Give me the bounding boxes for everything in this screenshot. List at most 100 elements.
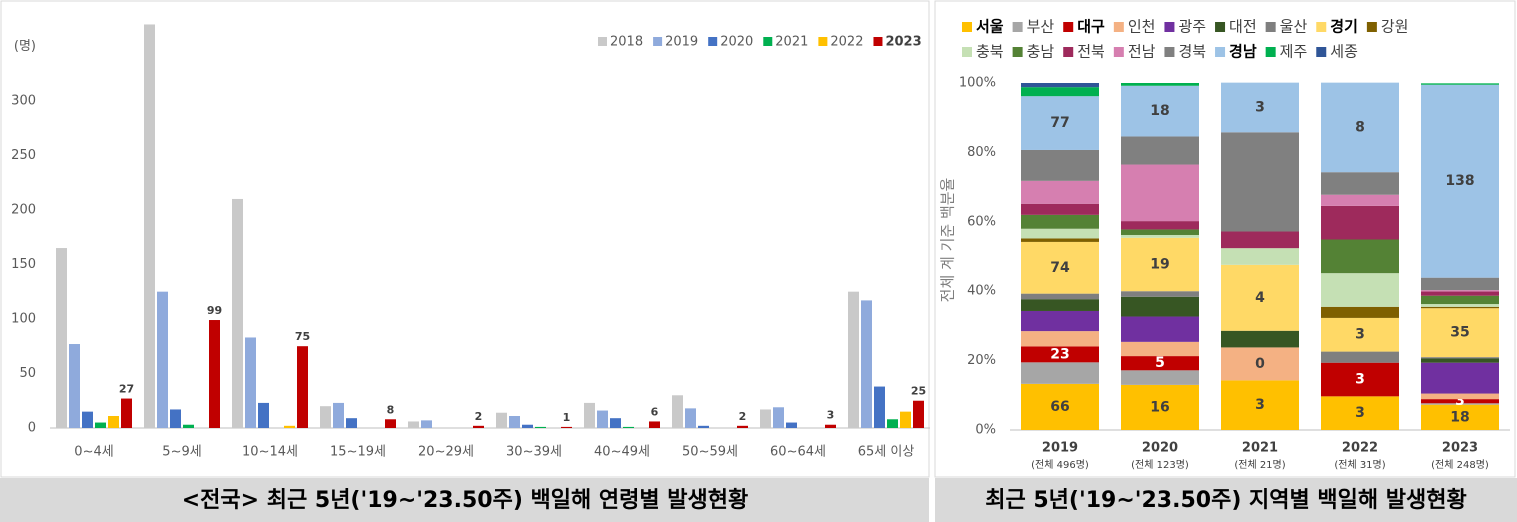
bar [861, 300, 872, 428]
legend-swatch [962, 47, 972, 57]
bar-segment [1121, 83, 1199, 86]
x-tick-sublabel: (전체 248명) [1431, 459, 1489, 471]
y-tick-label: 40% [967, 284, 996, 299]
bar [297, 346, 308, 428]
bar-segment [1021, 310, 1099, 332]
bar-segment [1121, 221, 1199, 230]
bar [258, 402, 269, 428]
bar-segment [1421, 304, 1499, 307]
bar [82, 411, 93, 428]
bar [408, 421, 419, 428]
y-tick-label: 100% [959, 76, 996, 91]
bar-segment [1421, 399, 1499, 404]
bar [346, 418, 357, 428]
bar [623, 426, 634, 428]
bar-segment [1121, 164, 1199, 222]
legend-label: 경북 [1178, 43, 1206, 61]
legend-label: 경남 [1229, 43, 1257, 61]
bar [913, 400, 924, 428]
bar-segment [1021, 346, 1099, 363]
data-label: 0 [1255, 356, 1265, 372]
legend-label: 인천 [1128, 18, 1156, 36]
bar-segment [1021, 180, 1099, 204]
bar-segment [1021, 214, 1099, 229]
legend-label: 대전 [1229, 18, 1257, 36]
legend-label: 충북 [976, 43, 1004, 61]
y-axis-label: 전체 계 기준 백분율 [939, 178, 957, 303]
legend-label: 전북 [1077, 43, 1105, 61]
bar [535, 426, 546, 428]
y-tick-label: 150 [11, 257, 36, 272]
right-caption: 최근 5년('19~'23.50주) 지역별 백일해 발생현황 [985, 488, 1467, 513]
data-label: 23 [1050, 346, 1069, 362]
x-tick-label: 60~64세 [770, 445, 826, 460]
bar [108, 416, 119, 428]
bar-segment [1121, 229, 1199, 235]
data-label: 2 [475, 410, 483, 423]
x-tick-label: 40~49세 [594, 445, 650, 460]
legend-swatch [818, 37, 828, 46]
bar [333, 402, 344, 428]
legend-label: 2019 [665, 35, 698, 50]
bar [887, 419, 898, 428]
bar-segment [1021, 203, 1099, 215]
bar-segment [1221, 231, 1299, 249]
legend-label: 전남 [1128, 43, 1156, 61]
bar [232, 198, 243, 428]
legend-swatch [1113, 47, 1124, 57]
bar-segment [1421, 290, 1499, 292]
data-label: 18 [1150, 103, 1169, 119]
data-label: 8 [1355, 119, 1365, 135]
legend-swatch [873, 37, 883, 46]
bar-segment [1321, 82, 1399, 173]
bar [737, 425, 748, 428]
bar [69, 344, 80, 428]
legend-swatch [1063, 22, 1074, 32]
bar-segment [1021, 83, 1099, 88]
x-tick-sublabel: (전체 31명) [1334, 459, 1385, 471]
bar-segment [1021, 87, 1099, 97]
legend-swatch [1164, 47, 1175, 57]
bar [825, 424, 836, 428]
data-label: 1 [563, 411, 571, 424]
data-label: 3 [1355, 372, 1365, 388]
x-tick-label: 2020 [1142, 441, 1178, 456]
bar-segment [1021, 238, 1099, 242]
bar-segment [1221, 264, 1299, 331]
data-label: 18 [1450, 409, 1469, 425]
legend-label: 경기 [1330, 18, 1358, 36]
bar-segment [1421, 308, 1499, 358]
bar-segment [1421, 291, 1499, 296]
x-tick-label: 0~4세 [74, 445, 113, 460]
x-tick-label: 30~39세 [506, 445, 562, 460]
bar-segment [1221, 347, 1299, 381]
legend-label: 충남 [1027, 43, 1055, 61]
bar [773, 407, 784, 428]
bar-segment [1321, 362, 1399, 397]
data-label: 19 [1150, 256, 1169, 272]
bar [685, 408, 696, 428]
bar-segment [1321, 317, 1399, 352]
bar-segment [1321, 273, 1399, 307]
bar-segment [1121, 341, 1199, 357]
legend-swatch [653, 37, 663, 46]
bar-segment [1421, 306, 1499, 309]
bar [900, 411, 911, 428]
bar-segment [1121, 136, 1199, 165]
bar-segment [1121, 237, 1199, 292]
legend-swatch [598, 37, 607, 46]
bar-segment [1421, 277, 1499, 291]
bar [209, 320, 220, 428]
legend-label: 부산 [1027, 18, 1055, 36]
y-tick-label: 100 [11, 311, 36, 326]
legend-swatch [962, 22, 972, 32]
bar-segment [1421, 393, 1499, 400]
data-label: 74 [1050, 260, 1070, 276]
legend-swatch [1215, 22, 1226, 32]
bar [848, 291, 859, 428]
bar [121, 398, 132, 428]
data-label: 16 [1150, 399, 1169, 415]
data-label: 3 [1255, 99, 1265, 115]
bar [385, 419, 396, 428]
